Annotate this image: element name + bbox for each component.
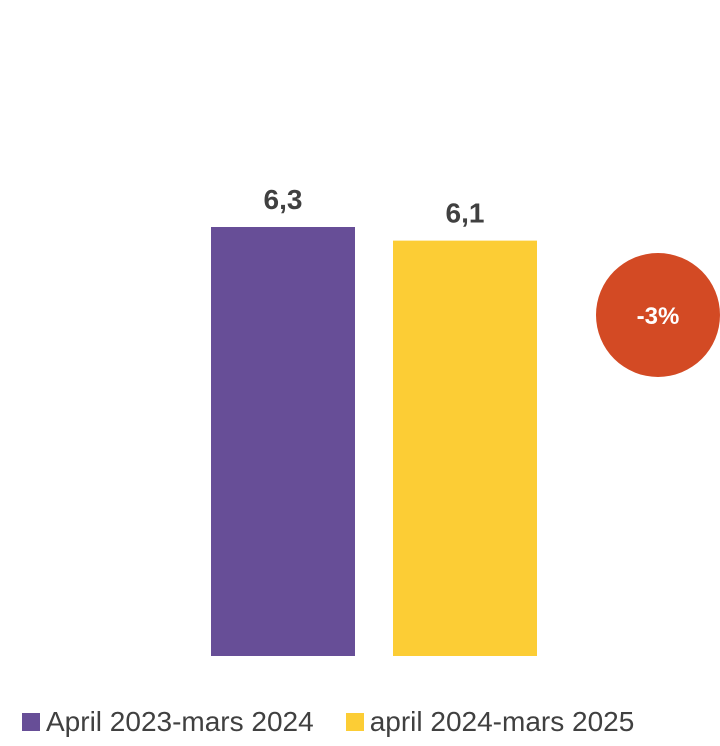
legend-item-april-2023-mars-2024: April 2023-mars 2024 <box>22 706 314 738</box>
legend-label: april 2024-mars 2025 <box>369 706 635 737</box>
data-label-april-2023-mars-2024: 6,3 <box>264 184 303 215</box>
legend-swatch-yellow <box>345 713 364 731</box>
legend-item-april-2024-mars-2025: april 2024-mars 2025 <box>345 706 635 738</box>
bar-april-2024-mars-2025 <box>393 240 537 656</box>
bar-chart: 6,3 6,1 -3% <box>211 184 720 656</box>
data-label-april-2024-mars-2025: 6,1 <box>446 198 485 229</box>
legend: April 2023-mars 2024 april 2024-mars 202… <box>22 706 634 738</box>
change-badge-text: -3% <box>637 303 680 330</box>
legend-swatch-purple <box>22 713 40 731</box>
legend-label: April 2023-mars 2024 <box>46 706 314 737</box>
change-badge <box>596 253 720 377</box>
bar-april-2023-mars-2024 <box>211 227 355 656</box>
